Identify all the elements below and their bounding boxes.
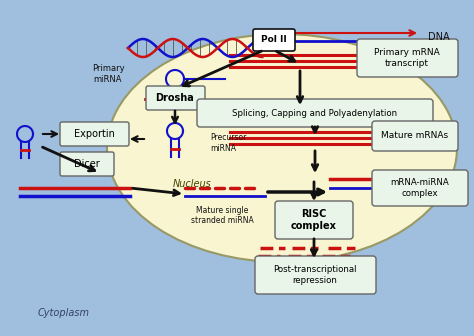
Text: DNA: DNA [428, 32, 450, 42]
FancyBboxPatch shape [255, 256, 376, 294]
Text: RISC
complex: RISC complex [291, 209, 337, 231]
Text: Exportin: Exportin [73, 129, 114, 139]
Text: Nucleus: Nucleus [173, 179, 211, 189]
FancyBboxPatch shape [357, 39, 458, 77]
FancyBboxPatch shape [275, 201, 353, 239]
Ellipse shape [107, 34, 457, 262]
Text: Precursor
miRNA: Precursor miRNA [210, 133, 246, 153]
Text: Pol II: Pol II [261, 36, 287, 44]
Text: Primary
miRNA: Primary miRNA [91, 64, 124, 84]
Text: Mature single
stranded miRNA: Mature single stranded miRNA [191, 206, 254, 225]
Text: Dicer: Dicer [74, 159, 100, 169]
Text: Post-transcriptional
repression: Post-transcriptional repression [273, 265, 357, 285]
FancyBboxPatch shape [60, 152, 114, 176]
FancyBboxPatch shape [197, 99, 433, 127]
FancyBboxPatch shape [60, 122, 129, 146]
Text: Drosha: Drosha [155, 93, 194, 103]
FancyBboxPatch shape [146, 86, 205, 110]
Text: mRNA-miRNA
complex: mRNA-miRNA complex [391, 178, 449, 198]
Text: Mature mRNAs: Mature mRNAs [382, 131, 448, 140]
Text: Primary mRNA
transcript: Primary mRNA transcript [374, 48, 440, 68]
FancyBboxPatch shape [372, 121, 458, 151]
Text: Splicing, Capping and Polyadenylation: Splicing, Capping and Polyadenylation [232, 109, 398, 118]
Text: Cytoplasm: Cytoplasm [38, 308, 90, 318]
FancyBboxPatch shape [372, 170, 468, 206]
FancyBboxPatch shape [253, 29, 295, 51]
